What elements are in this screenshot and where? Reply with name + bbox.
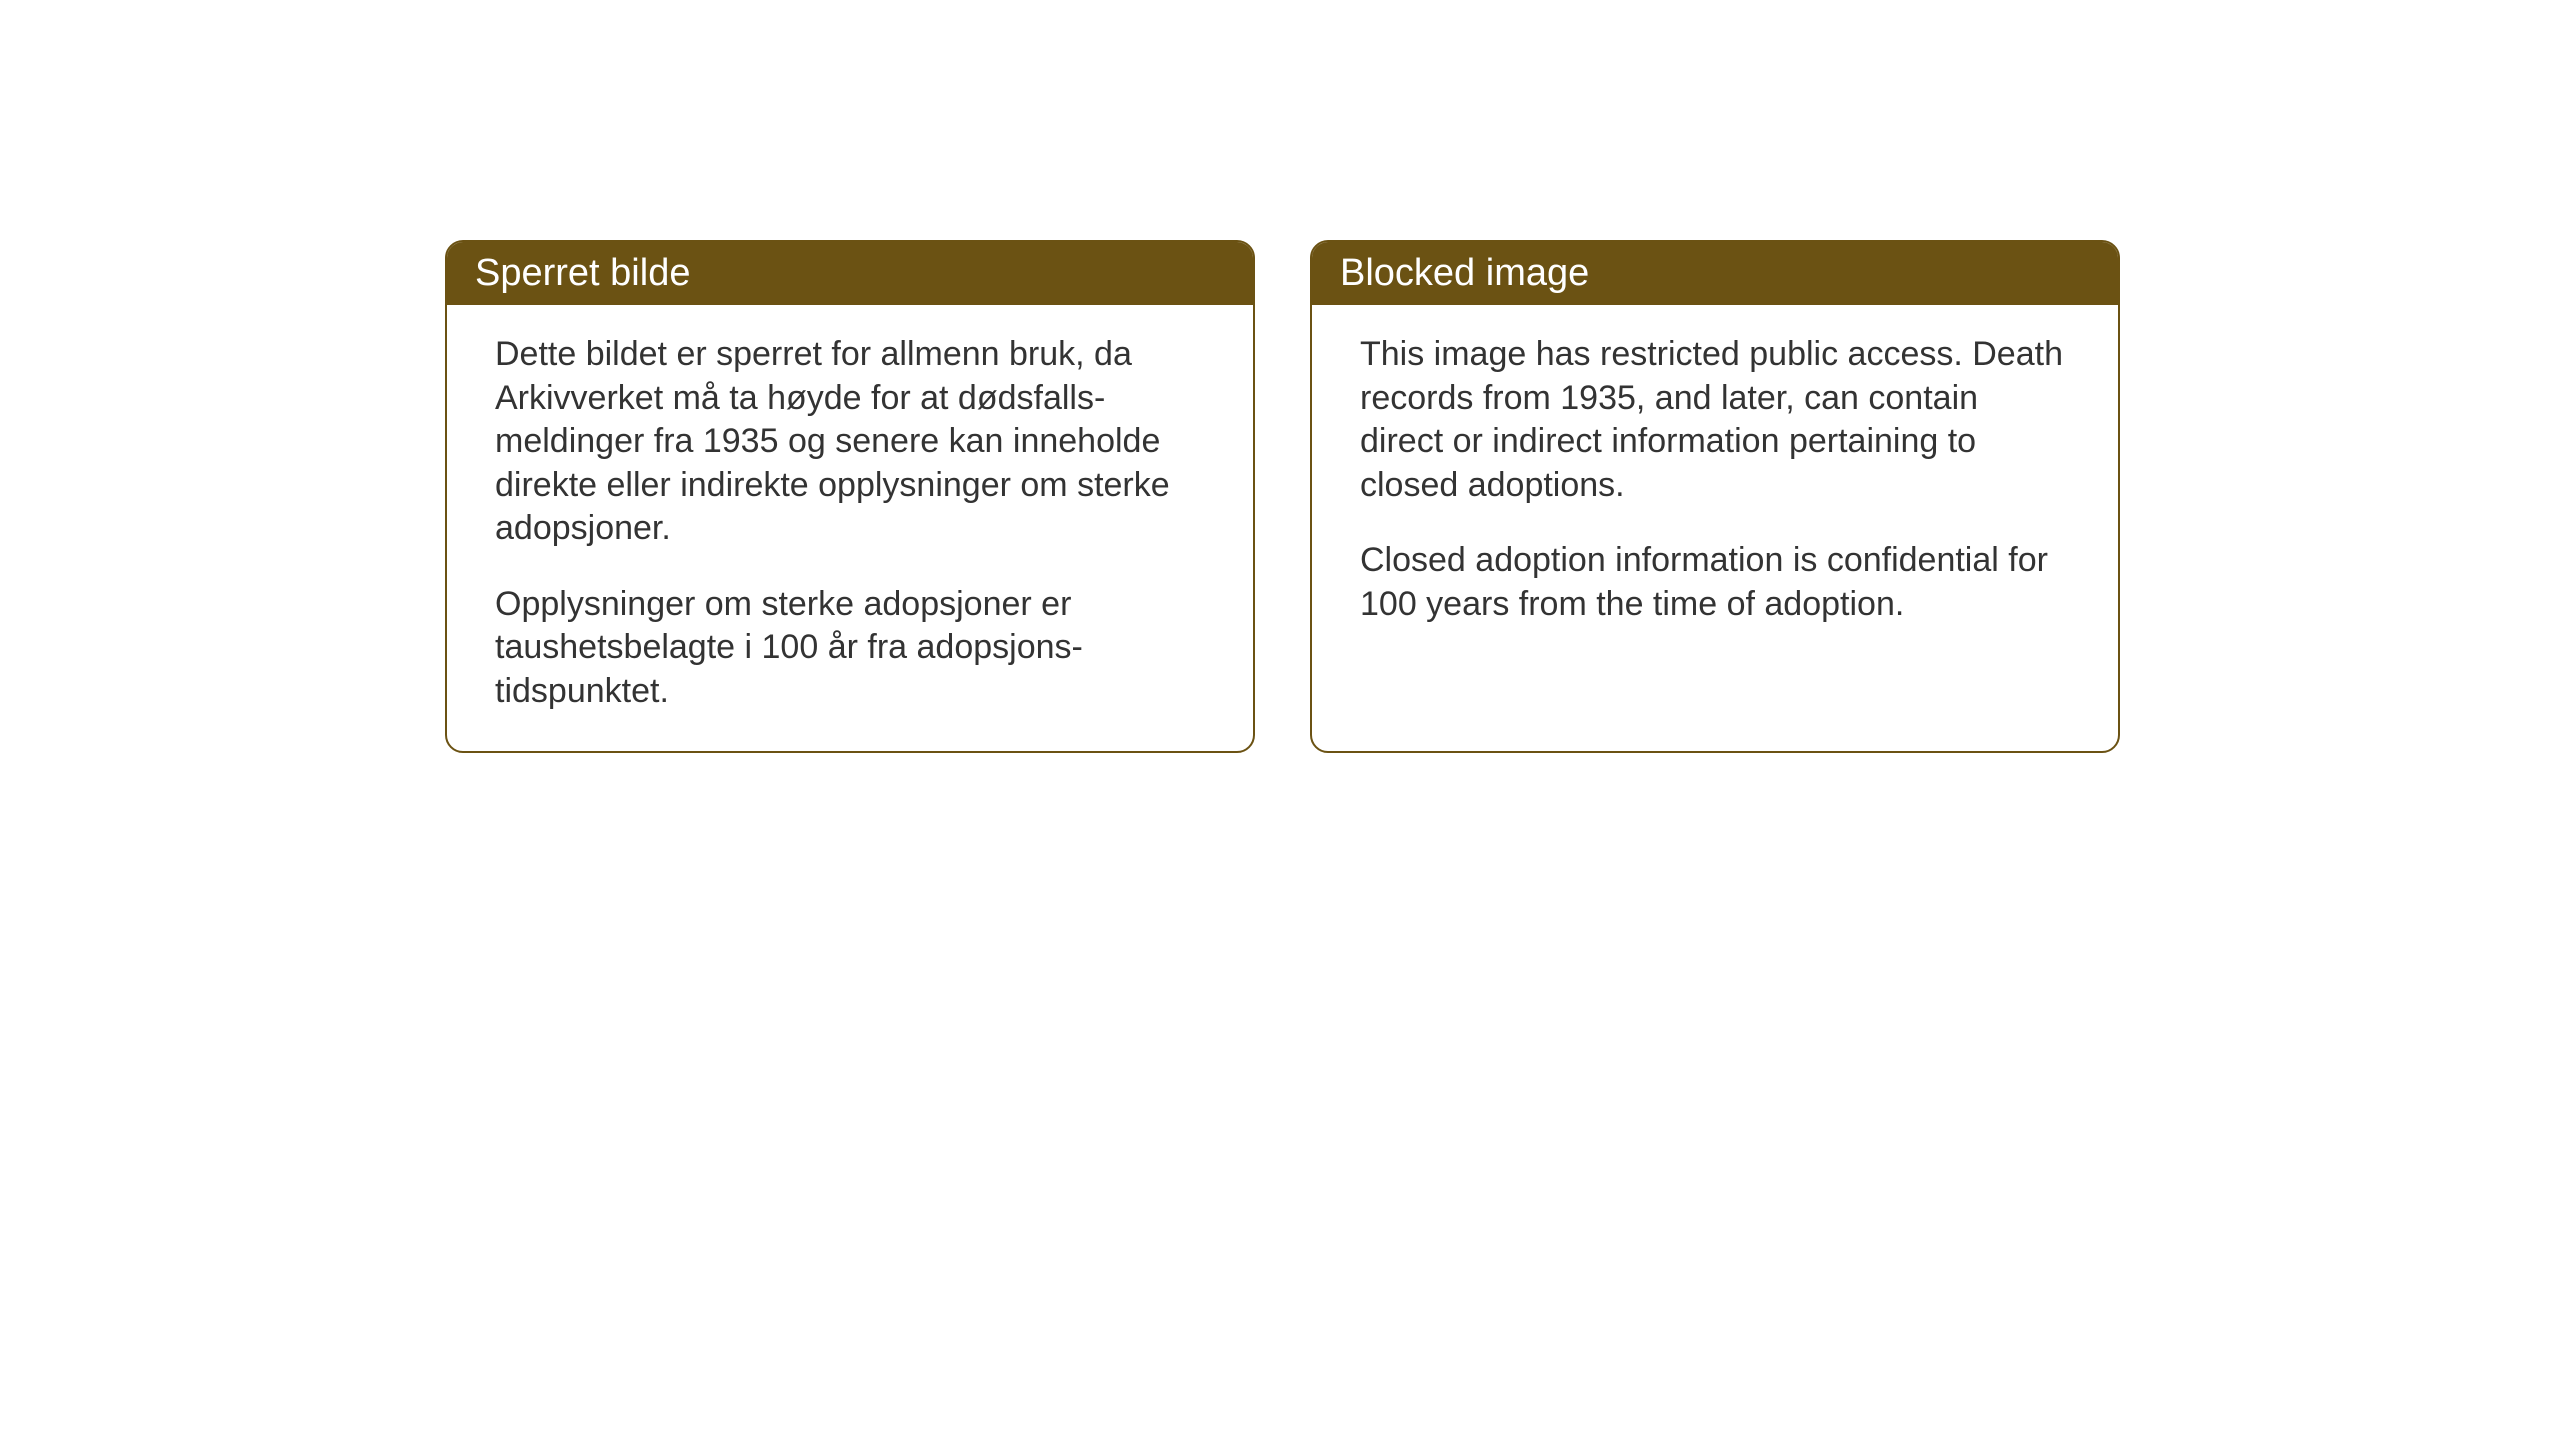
- card-header-norwegian: Sperret bilde: [447, 242, 1253, 305]
- card-title-english: Blocked image: [1340, 252, 1589, 294]
- card-body-english: This image has restricted public access.…: [1312, 305, 2118, 735]
- card-paragraph-norwegian-1: Dette bildet er sperret for allmenn bruk…: [495, 333, 1205, 551]
- card-paragraph-english-2: Closed adoption information is confident…: [1360, 539, 2070, 626]
- card-paragraph-english-1: This image has restricted public access.…: [1360, 333, 2070, 507]
- card-paragraph-norwegian-2: Opplysninger om sterke adopsjoner er tau…: [495, 583, 1205, 714]
- notice-cards-container: Sperret bilde Dette bildet er sperret fo…: [445, 240, 2120, 753]
- card-body-norwegian: Dette bildet er sperret for allmenn bruk…: [447, 305, 1253, 751]
- notice-card-english: Blocked image This image has restricted …: [1310, 240, 2120, 753]
- notice-card-norwegian: Sperret bilde Dette bildet er sperret fo…: [445, 240, 1255, 753]
- card-title-norwegian: Sperret bilde: [475, 252, 690, 294]
- card-header-english: Blocked image: [1312, 242, 2118, 305]
